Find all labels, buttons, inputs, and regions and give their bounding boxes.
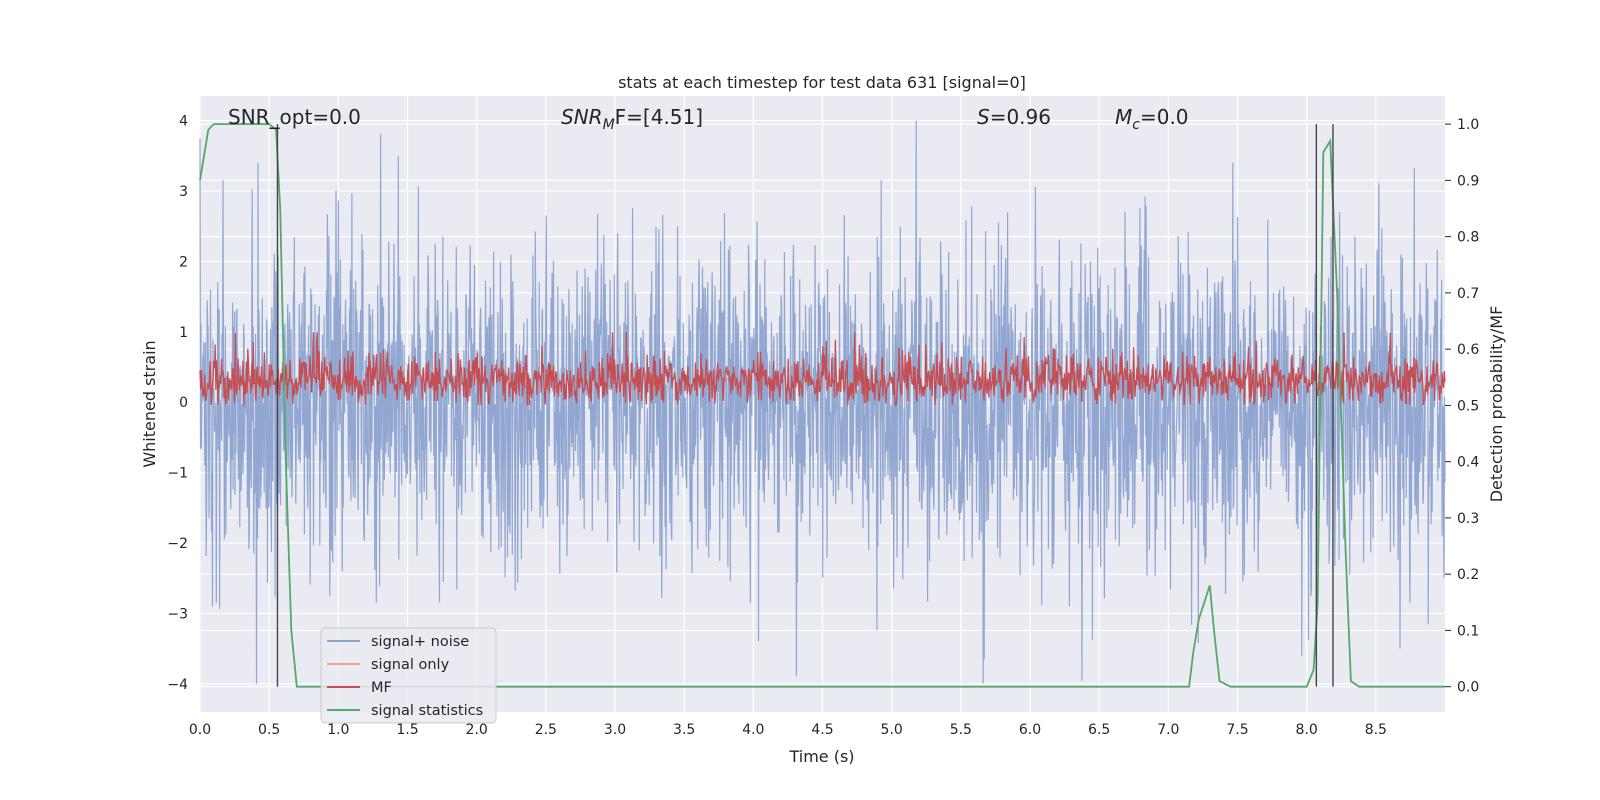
y-axis-label-left: Whitened strain xyxy=(140,340,159,467)
x-tick-label: 8.5 xyxy=(1365,722,1387,738)
x-tick-label: 3.0 xyxy=(604,722,626,738)
y-left-tick-label: 4 xyxy=(179,114,188,130)
x-tick-label: 4.0 xyxy=(742,722,764,738)
legend: signal+ noise signal only MF signal stat… xyxy=(320,627,497,724)
signal-statistics-line xyxy=(199,123,1445,688)
annotation-s: S=0.96 xyxy=(977,105,1051,129)
x-tick-label: 0.5 xyxy=(258,722,280,738)
x-tick-label: 1.0 xyxy=(327,722,349,738)
vertical-markers xyxy=(276,124,1334,687)
x-tick-label: 0.0 xyxy=(189,722,211,738)
y-right-tick-label: 0.1 xyxy=(1457,623,1479,639)
annotation-mc: Mc=0.0 xyxy=(1115,105,1189,133)
legend-label-signal-only: signal only xyxy=(371,657,450,673)
legend-label-signal-statistics: signal statistics xyxy=(371,703,483,719)
mf-line xyxy=(199,332,1446,407)
y-left-tick-label: 1 xyxy=(179,325,188,341)
y-right-tick-label: 0.7 xyxy=(1457,286,1479,302)
y-left-tick-label: 3 xyxy=(179,184,188,200)
x-axis-label: Time (s) xyxy=(788,747,854,766)
y-right-tick-label: 0.2 xyxy=(1457,567,1479,583)
x-tick-label: 7.0 xyxy=(1157,722,1179,738)
y-left-tick-label: −3 xyxy=(167,606,188,622)
x-tick-label: 4.5 xyxy=(811,722,833,738)
legend-label-signal-noise: signal+ noise xyxy=(371,634,469,650)
x-tick-label: 6.5 xyxy=(1088,722,1110,738)
x-tick-label: 3.5 xyxy=(673,722,695,738)
y-left-tick-label: 0 xyxy=(179,395,188,411)
axes-ticks: 0.0 0.5 1.0 1.5 2.0 2.5 3.0 3.5 4.0 4.5 5.0 5.5 6.0 6… xyxy=(167,114,1479,738)
y-left-tick-label: −1 xyxy=(167,466,188,482)
series-mf xyxy=(199,332,1446,407)
chart-title: stats at each timestep for test data 631… xyxy=(618,73,1026,92)
x-tick-label: 6.0 xyxy=(1019,722,1041,738)
y-right-tick-label: 0.8 xyxy=(1457,230,1479,246)
series-signal-statistics xyxy=(199,123,1445,688)
annotation-snr-mf: SNRMF=[4.51] xyxy=(561,105,703,133)
y-right-tick-label: 0.3 xyxy=(1457,511,1479,527)
y-left-tick-label: 2 xyxy=(179,254,188,270)
legend-box xyxy=(320,627,497,724)
x-tick-label: 5.5 xyxy=(950,722,972,738)
x-tick-label: 2.5 xyxy=(535,722,557,738)
y-right-tick-label: 0.9 xyxy=(1457,173,1479,189)
y-left-tick-label: −4 xyxy=(167,677,188,693)
annotation-snr-opt: SNR_opt=0.0 xyxy=(228,105,361,129)
y-right-tick-label: 0.4 xyxy=(1457,455,1479,471)
x-tick-label: 2.0 xyxy=(466,722,488,738)
y-left-tick-label: −2 xyxy=(167,536,188,552)
y-right-tick-label: 0.5 xyxy=(1457,398,1479,414)
y-axis-label-right: Detection probability/MF xyxy=(1487,306,1506,503)
y-right-tick-label: 1.0 xyxy=(1457,117,1479,133)
y-right-tick-label: 0.0 xyxy=(1457,680,1479,696)
x-tick-label: 5.0 xyxy=(881,722,903,738)
legend-label-mf: MF xyxy=(371,680,392,696)
x-tick-label: 1.5 xyxy=(396,722,418,738)
x-tick-label: 7.5 xyxy=(1226,722,1248,738)
x-tick-label: 8.0 xyxy=(1296,722,1318,738)
series-signal-noise xyxy=(199,120,1446,684)
noise-line xyxy=(199,120,1446,684)
y-right-tick-label: 0.6 xyxy=(1457,342,1479,358)
